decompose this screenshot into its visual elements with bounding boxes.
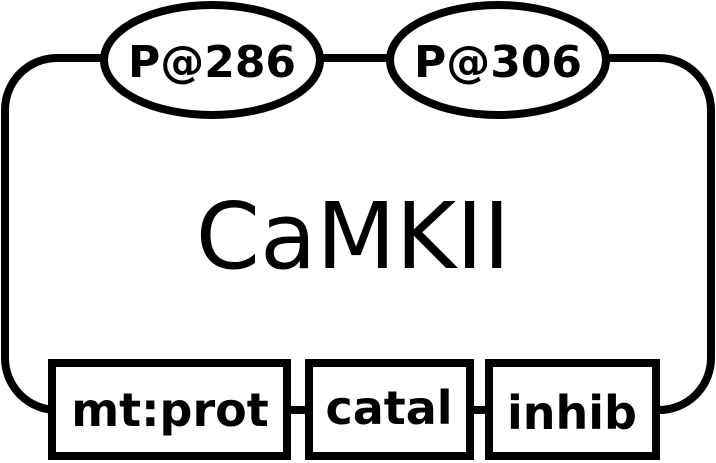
unit-of-information-box: [485, 359, 660, 460]
unit-of-information-mt-prot: mt:prot: [48, 359, 291, 460]
state-variable-ellipse: [386, 1, 610, 119]
state-variable-label: P@306: [414, 37, 582, 88]
state-variable-ellipse: [100, 1, 324, 119]
state-variable-label: P@286: [128, 37, 296, 88]
entity-label: CaMKII: [196, 183, 511, 290]
unit-of-information-label: inhib: [507, 386, 637, 440]
unit-of-information-catal: catal: [305, 359, 474, 460]
unit-of-information-label: mt:prot: [71, 383, 269, 437]
state-variable-p286: P@286: [100, 1, 324, 119]
unit-of-information-box: [48, 359, 291, 460]
unit-of-information-label: catal: [325, 381, 452, 435]
state-variable-p306: P@306: [386, 1, 610, 119]
unit-of-information-inhib: inhib: [485, 359, 660, 460]
unit-of-information-box: [305, 359, 474, 460]
